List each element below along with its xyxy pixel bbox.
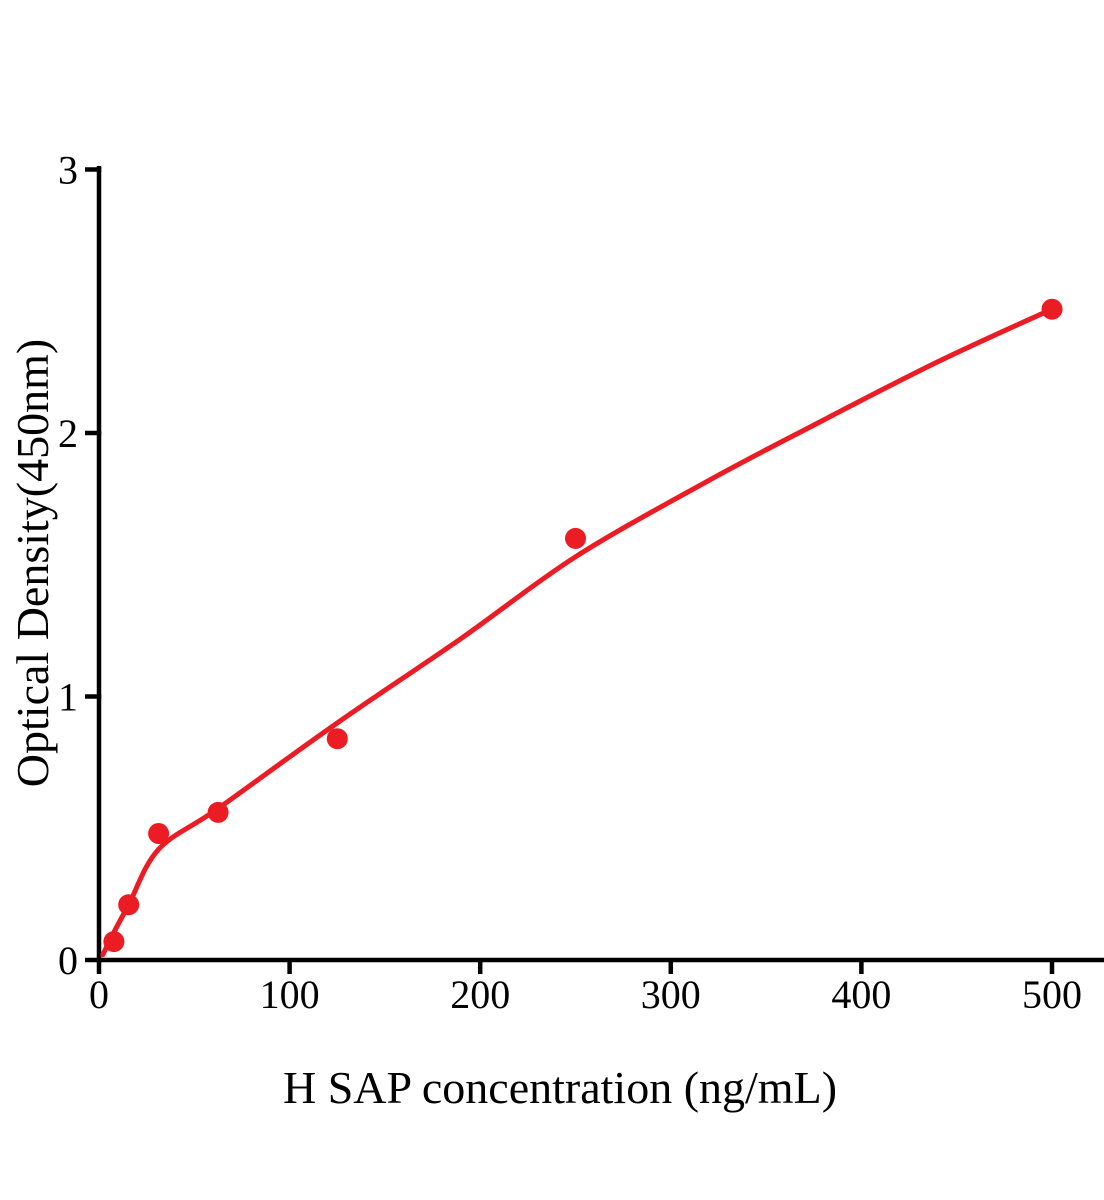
x-tick-label: 0: [89, 972, 109, 1017]
y-axis-title: Optical Density(450nm): [7, 339, 58, 787]
x-axis-title: H SAP concentration (ng/mL): [283, 1062, 837, 1113]
data-point: [103, 931, 125, 953]
data-point: [207, 801, 229, 823]
y-tick-label: 0: [58, 938, 78, 983]
x-tick-label: 500: [1022, 972, 1082, 1017]
x-tick-label: 100: [260, 972, 320, 1017]
fit-curve: [100, 306, 1055, 958]
x-tick-label: 200: [450, 972, 510, 1017]
x-tick-label: 400: [831, 972, 891, 1017]
data-point: [565, 527, 586, 549]
x-tick-label: 300: [641, 972, 701, 1017]
data-point: [1041, 298, 1063, 320]
plot-area: 0 100 200 300 400 500 0 1 2 3: [58, 148, 1104, 1017]
data-point: [148, 823, 170, 844]
y-tick-label: 1: [58, 675, 78, 720]
data-point: [326, 728, 348, 750]
y-tick-label: 2: [58, 411, 78, 456]
data-point: [118, 894, 140, 916]
y-tick-label: 3: [58, 148, 78, 193]
